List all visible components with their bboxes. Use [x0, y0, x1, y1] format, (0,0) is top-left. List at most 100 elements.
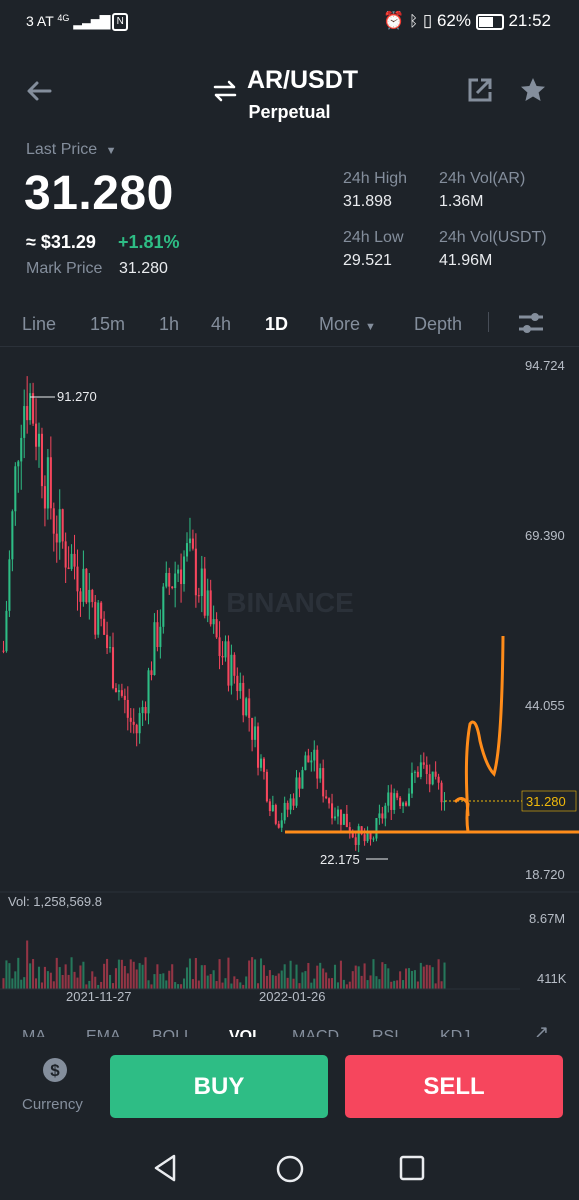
candle-body: [8, 559, 11, 611]
stat-low-label: 24h Low: [343, 229, 404, 246]
volume-bar: [159, 973, 162, 989]
candle-body: [123, 695, 126, 700]
candle-body: [257, 726, 260, 768]
volume-bar: [363, 963, 366, 989]
volume-bar: [88, 980, 91, 989]
volume-bar: [197, 980, 200, 989]
buy-button[interactable]: BUY: [110, 1055, 328, 1118]
date-label: 2022-01-26: [259, 989, 326, 1004]
candle-body: [313, 749, 316, 761]
volume-bars-group: [2, 940, 446, 989]
candle-body: [402, 802, 405, 807]
volume-bar: [434, 983, 437, 989]
price-axis-label: 94.724: [525, 358, 565, 373]
stat-vol-usdt-label: 24h Vol(USDT): [439, 229, 547, 246]
volume-bar: [147, 980, 150, 989]
volume-bar: [289, 960, 292, 989]
date-label: 2021-11-27: [66, 989, 132, 1004]
home-circle-icon[interactable]: [275, 1154, 305, 1184]
tab-1h[interactable]: 1h: [159, 314, 180, 334]
volume-bar: [416, 981, 419, 989]
low-marker-label: 22.175: [320, 852, 360, 867]
volume-bar: [262, 965, 265, 989]
candle-body: [76, 566, 79, 592]
candle-body: [162, 586, 165, 627]
stat-vol-ar-label: 24h Vol(AR): [439, 170, 526, 187]
candle-body: [369, 833, 372, 840]
candle-body: [440, 782, 443, 803]
tab-1d[interactable]: 1D: [265, 314, 289, 334]
tab-4h[interactable]: 4h: [211, 314, 232, 334]
candle-body: [295, 777, 298, 806]
currency-button[interactable]: $: [18, 1055, 92, 1119]
volume-bar: [387, 968, 390, 989]
volume-bar: [405, 968, 408, 989]
tab-depth[interactable]: Depth: [414, 314, 463, 334]
back-triangle-icon[interactable]: [152, 1153, 180, 1183]
candle-body: [351, 833, 354, 838]
candle-body: [428, 774, 431, 785]
watermark: BINANCE: [226, 587, 354, 618]
volume-bar: [55, 957, 58, 989]
candlestick-chart[interactable]: BINANCE 94.724 69.390 44.055 18.720 91.2…: [0, 346, 579, 1006]
back-button[interactable]: [24, 76, 54, 106]
candle-body: [342, 813, 345, 825]
volume-bar: [135, 969, 138, 989]
candle-body: [49, 457, 52, 509]
volume-bar: [171, 964, 174, 989]
sell-button[interactable]: SELL: [345, 1055, 563, 1118]
candle-body: [410, 772, 413, 794]
volume-bar: [396, 980, 399, 989]
candle-body: [230, 654, 233, 686]
last-price: 31.280: [24, 167, 174, 220]
stat-high-label: 24h High: [343, 170, 408, 187]
candle-body: [58, 509, 61, 543]
candle-body: [357, 826, 360, 845]
candle-body: [14, 466, 17, 512]
tab-15m[interactable]: 15m: [90, 314, 126, 334]
volume-bar: [230, 983, 233, 989]
candle-body: [227, 641, 230, 686]
volume-bar: [325, 972, 328, 989]
volume-bar: [8, 963, 11, 989]
volume-bar: [153, 974, 156, 989]
battery-icon: [475, 13, 504, 30]
candle-body: [46, 457, 49, 509]
recents-square-icon[interactable]: [399, 1155, 425, 1181]
volume-bar: [265, 975, 268, 989]
price-axis-label: 44.055: [525, 698, 565, 713]
volume-bar: [399, 971, 402, 989]
candle-body: [159, 626, 162, 648]
candle-body: [215, 619, 218, 638]
candle-body: [331, 803, 334, 819]
volume-bar: [111, 983, 115, 989]
volume-bar: [375, 976, 378, 989]
candle-body: [180, 569, 183, 585]
candle-body: [422, 762, 425, 765]
candle-body: [289, 798, 292, 810]
volume-bar: [212, 970, 215, 989]
volume-bar: [271, 975, 274, 989]
candle-body: [292, 798, 295, 806]
volume-bar: [259, 958, 263, 989]
chart-settings-button[interactable]: [516, 309, 546, 337]
candle-body: [55, 533, 58, 543]
candle-body: [88, 589, 91, 603]
stat-low-value: 29.521: [343, 252, 392, 269]
candle-body: [218, 637, 221, 656]
tab-more[interactable]: More ▼: [319, 314, 376, 335]
candle-body: [171, 586, 174, 589]
candle-body: [70, 553, 73, 569]
candle-body: [35, 423, 38, 447]
volume-bar: [221, 982, 224, 989]
tab-line[interactable]: Line: [22, 314, 57, 334]
favorite-button[interactable]: [518, 75, 548, 105]
candle-body: [322, 768, 325, 797]
candle-body: [183, 556, 186, 585]
caret-down-icon: ▼: [365, 321, 376, 333]
pair-title[interactable]: AR/USDT: [0, 66, 579, 95]
candle-body: [129, 717, 132, 722]
swap-pair-button[interactable]: [212, 78, 238, 104]
last-price-selector[interactable]: Last Price ▼: [26, 141, 116, 159]
share-button[interactable]: [466, 76, 494, 104]
